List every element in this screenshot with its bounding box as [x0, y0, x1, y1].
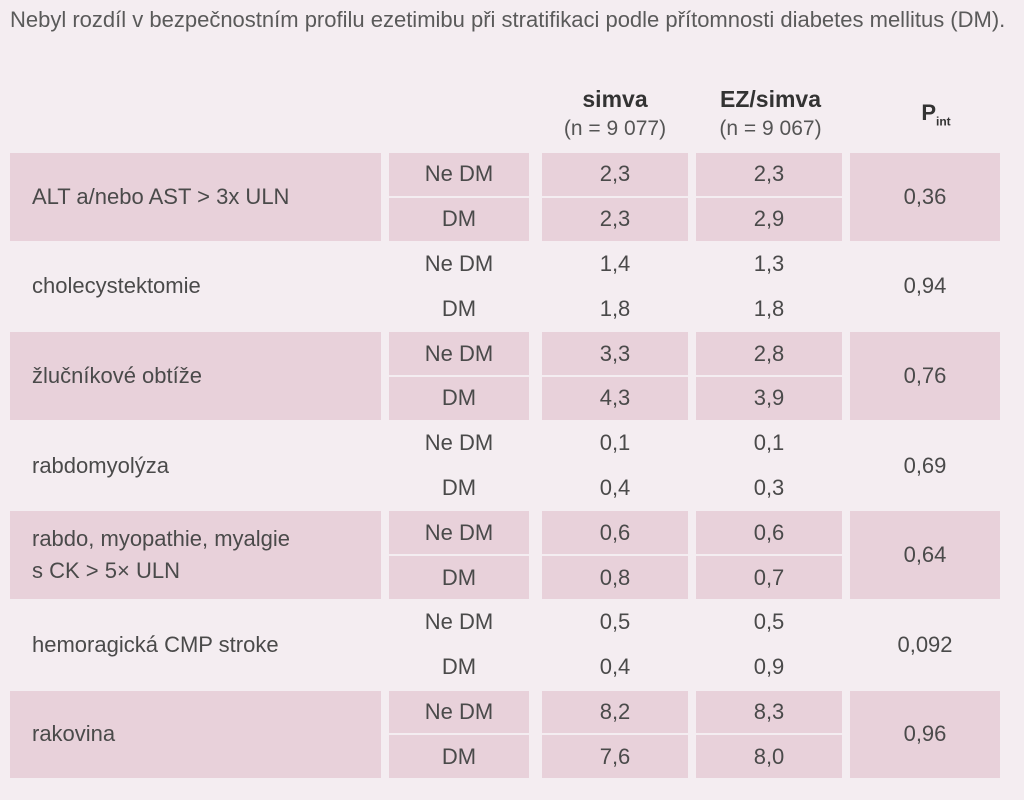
- table-caption: Nebyl rozdíl v bezpečnostním profilu eze…: [10, 7, 1006, 32]
- ezsimva-value-cell: 2,9: [696, 197, 842, 241]
- simva-value-cell: 2,3: [542, 197, 688, 241]
- group-cell: DM: [389, 735, 529, 779]
- row-label: ALT a/nebo AST > 3x ULN: [10, 153, 381, 241]
- group-cell: DM: [389, 377, 529, 420]
- simva-value-cell: 3,3: [542, 332, 688, 375]
- ezsimva-value-cell: 8,3: [696, 690, 842, 734]
- group-cell: Ne DM: [424, 609, 494, 635]
- p-value-cell: 0,76: [850, 332, 1000, 420]
- row-label: rabdomyolýza: [32, 452, 169, 478]
- simva-value-cell: 7,6: [542, 735, 688, 779]
- simva-value-cell: 0,6: [542, 511, 688, 555]
- group-cell: Ne DM: [389, 332, 529, 375]
- simva-value-cell: 1,8: [599, 295, 631, 321]
- ezsimva-value-cell: 1,3: [753, 250, 785, 276]
- p-value-cell: 0,69: [903, 452, 947, 478]
- group-cell: DM: [441, 295, 477, 321]
- group-cell: Ne DM: [389, 690, 529, 734]
- row-label: cholecystektomie: [32, 273, 201, 299]
- ezsimva-value-cell: 0,7: [696, 556, 842, 599]
- column-header-p-int: Pint: [872, 100, 1000, 128]
- row-label: rakovina: [10, 690, 381, 779]
- ezsimva-value-cell: 1,8: [753, 295, 785, 321]
- p-int-main: P: [921, 100, 936, 125]
- simva-value-cell: 2,3: [542, 153, 688, 196]
- ezsimva-value-cell: 3,9: [696, 377, 842, 420]
- group-cell: Ne DM: [389, 511, 529, 555]
- row-label: žlučníkové obtíže: [10, 332, 381, 420]
- simva-value-cell: 0,4: [599, 654, 631, 680]
- p-value-cell: 0,96: [850, 690, 1000, 779]
- ezsimva-value-cell: 0,9: [753, 654, 785, 680]
- column-header-ezsimva-name: EZ/simva: [720, 86, 821, 112]
- column-header-simva-name: simva: [582, 86, 648, 112]
- simva-value-cell: 0,8: [542, 556, 688, 599]
- group-cell: DM: [441, 474, 477, 500]
- group-cell: Ne DM: [424, 430, 494, 456]
- column-header-simva-n: (n = 9 077): [563, 117, 667, 140]
- ezsimva-value-cell: 0,3: [753, 474, 785, 500]
- p-value-cell: 0,36: [850, 153, 1000, 241]
- simva-value-cell: 0,4: [599, 474, 631, 500]
- simva-value-cell: 8,2: [542, 690, 688, 734]
- group-cell: Ne DM: [424, 250, 494, 276]
- simva-value-cell: 0,1: [599, 430, 631, 456]
- p-value-cell: 0,64: [850, 511, 1000, 599]
- row-label: hemoragická CMP stroke: [32, 631, 279, 657]
- group-cell: DM: [389, 197, 529, 241]
- column-header-ezsimva-n: (n = 9 067): [719, 117, 822, 140]
- group-cell: Ne DM: [389, 153, 529, 196]
- ezsimva-value-cell: 0,5: [753, 609, 785, 635]
- group-cell: DM: [441, 654, 477, 680]
- ezsimva-value-cell: 2,8: [696, 332, 842, 375]
- simva-value-cell: 0,5: [599, 609, 631, 635]
- simva-value-cell: 1,4: [599, 250, 631, 276]
- ezsimva-value-cell: 0,1: [753, 430, 785, 456]
- p-int-sub: int: [936, 114, 951, 129]
- group-cell: DM: [389, 556, 529, 599]
- column-header-ezsimva: EZ/simva (n = 9 067): [698, 84, 843, 144]
- p-value-cell: 0,94: [903, 273, 947, 299]
- ezsimva-value-cell: 2,3: [696, 153, 842, 196]
- ezsimva-value-cell: 0,6: [696, 511, 842, 555]
- row-label: rabdo, myopathie, myalgie s CK > 5× ULN: [10, 511, 381, 599]
- simva-value-cell: 4,3: [542, 377, 688, 420]
- column-header-simva: simva (n = 9 077): [545, 84, 685, 144]
- ezsimva-value-cell: 8,0: [696, 735, 842, 779]
- p-value-cell: 0,092: [897, 631, 953, 657]
